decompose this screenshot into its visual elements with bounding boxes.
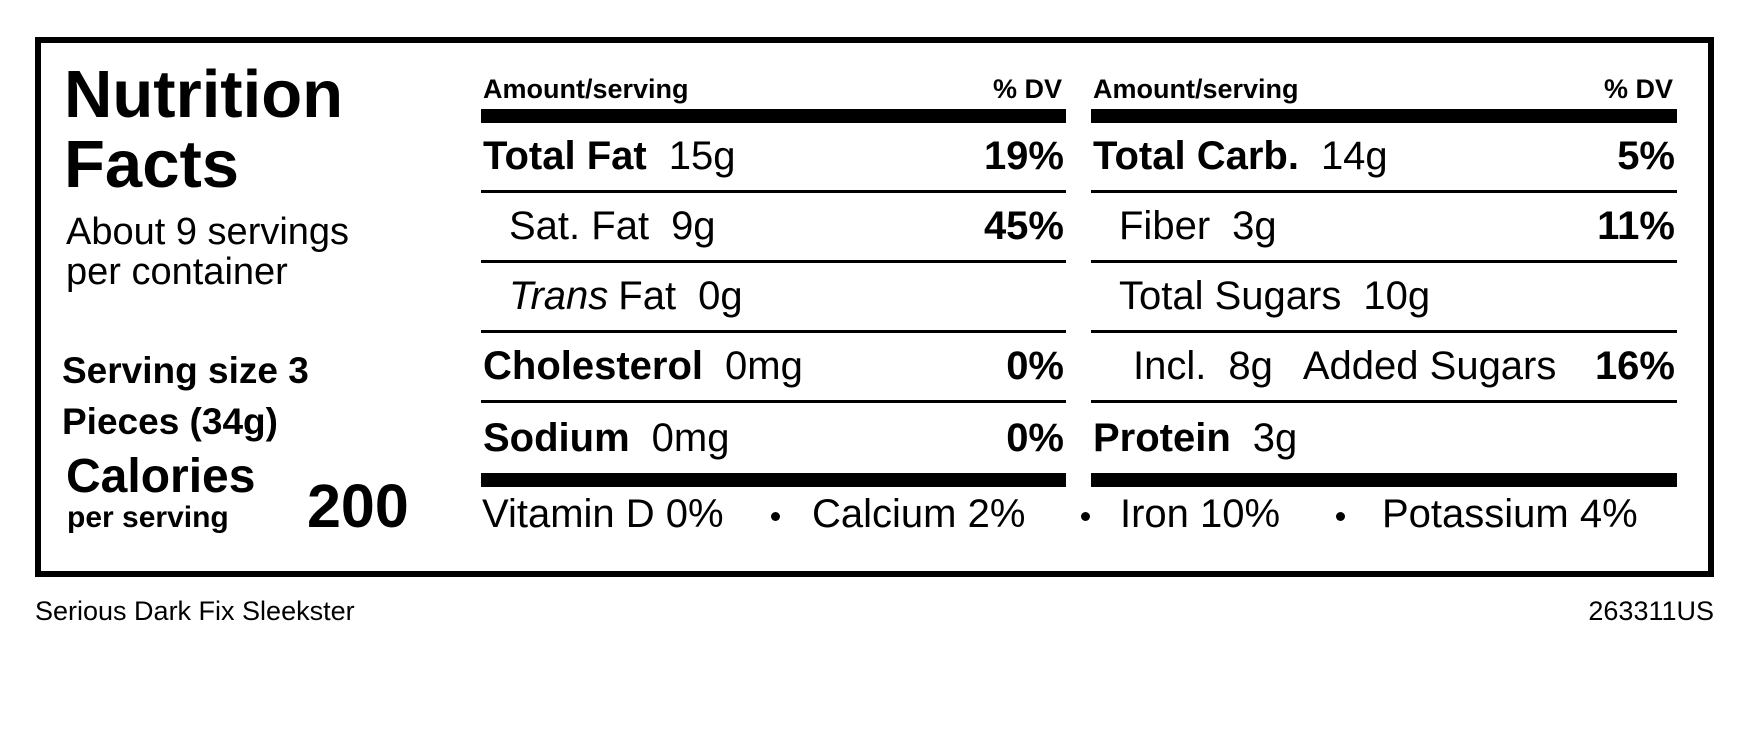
vitamin: Vitamin D 0%	[482, 492, 724, 536]
nutrient-column: Amount/serving % DV Total Fat 15g 19% Sat. Fa…	[481, 70, 1066, 487]
nutrient-column: Amount/serving % DV Total Carb. 14g 5% Fiber 3…	[1091, 70, 1677, 487]
calories-label: Calories	[66, 450, 256, 503]
nutrient-row: Total Carb. 14g 5%	[1091, 123, 1677, 193]
nutrient-row: Total Sugars 10g	[1091, 263, 1677, 333]
nutrient-dv: 11%	[1597, 204, 1675, 248]
thick-rule	[1091, 109, 1677, 123]
serving-size: Serving size 3 Pieces (34g)	[62, 350, 309, 442]
calories-sublabel: per serving	[67, 501, 229, 534]
nutrient-row: Trans Fat 0g	[481, 263, 1066, 333]
thick-rule	[481, 109, 1066, 123]
nutrient-amount: 0mg	[651, 415, 730, 460]
nutrient-row: Fiber 3g 11%	[1091, 193, 1677, 263]
nutrient-dv: 19%	[983, 134, 1064, 178]
nutrient-name: Added Sugars	[1302, 344, 1557, 388]
nutrient-name: Sodium	[483, 415, 630, 460]
bullet	[1336, 512, 1345, 521]
nutrient-row: Sat. Fat 9g 45%	[481, 193, 1066, 263]
nutrient-dv: 0%	[1006, 415, 1064, 460]
nutrient-name: Total Sugars	[1119, 274, 1342, 318]
title: Nutrition Facts	[64, 57, 344, 202]
nutrient-row: Sodium 0mg 0%	[481, 403, 1066, 473]
calories-value: 200	[307, 472, 409, 540]
product-name: Serious Dark Fix Sleekster	[35, 596, 355, 626]
nutrient-amount: 14g	[1320, 134, 1388, 178]
nutrient-row: Total Fat 15g 19%	[481, 123, 1066, 193]
thick-rule	[1091, 473, 1677, 487]
nutrient-name: Sat. Fat	[509, 204, 650, 248]
product-code: 263311US	[1588, 596, 1714, 626]
nutrient-name: Fiber	[1119, 204, 1211, 248]
label-border	[35, 37, 1714, 577]
nutrient-dv: 45%	[983, 204, 1064, 248]
nutrient-row: Cholesterol 0mg 0%	[481, 333, 1066, 403]
vitamin: Calcium 2%	[812, 492, 1026, 536]
nutrient-dv: 0%	[1006, 344, 1064, 388]
vitamin: Potassium 4%	[1382, 492, 1638, 536]
header-amount: Amount/serving	[483, 74, 689, 104]
nutrient-amount: 10g	[1363, 274, 1431, 318]
nutrient-name: Total Fat	[483, 134, 647, 178]
nutrient-amount: 9g	[671, 204, 716, 248]
servings: About 9 servings per container	[66, 211, 350, 293]
nutrient-dv: 16%	[1594, 344, 1675, 388]
header-dv: % DV	[1603, 74, 1673, 104]
nutrient-name: Total Carb.	[1093, 134, 1299, 178]
header-amount: Amount/serving	[1093, 74, 1299, 104]
nutrient-amount: 15g	[668, 134, 736, 178]
nutrient-row: Protein 3g	[1091, 403, 1677, 473]
nutrient-amount: 0g	[698, 274, 743, 318]
nutrient-amount: 3g	[1232, 204, 1277, 248]
column-header: Amount/serving % DV	[1091, 70, 1677, 109]
vitamin: Iron 10%	[1120, 492, 1281, 536]
header-dv: % DV	[992, 74, 1062, 104]
nutrient-row: Incl. 8g Added Sugars 16%	[1091, 333, 1677, 403]
nutrient-name: Protein	[1093, 415, 1231, 460]
nutrient-amount: 0mg	[725, 344, 803, 388]
nutrient-prefix: Incl.	[1133, 344, 1207, 388]
bullet	[771, 512, 780, 521]
nutrient-name: Fat	[618, 274, 677, 318]
nutrient-amount: 8g	[1228, 344, 1273, 388]
thick-rule	[481, 473, 1066, 487]
bullet	[1081, 512, 1090, 521]
nutrient-dv: 5%	[1617, 134, 1675, 178]
column-header: Amount/serving % DV	[481, 70, 1066, 109]
nutrient-name: Cholesterol	[483, 344, 704, 388]
nutrient-amount: 3g	[1252, 415, 1298, 460]
nutrient-name-italic: Trans	[509, 274, 609, 318]
